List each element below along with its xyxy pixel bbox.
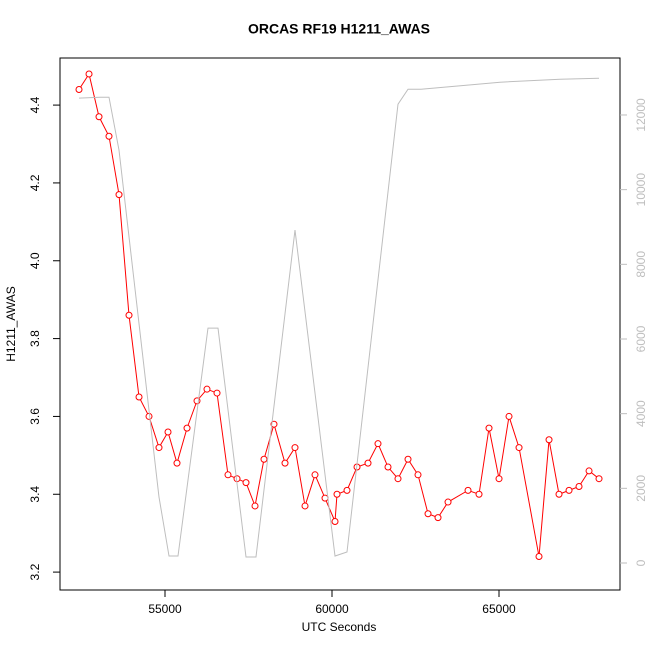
data-point <box>434 514 442 522</box>
data-point <box>535 553 543 561</box>
data-point <box>291 444 299 452</box>
data-point <box>75 86 83 94</box>
plot-frame <box>59 57 621 591</box>
data-point <box>424 510 432 518</box>
x-tick-label: 60000 <box>315 602 349 616</box>
data-point <box>515 444 523 452</box>
series-line <box>78 72 600 557</box>
data-point <box>444 498 452 506</box>
data-point <box>585 467 593 475</box>
y2-tick-label: 6000 <box>634 325 648 352</box>
x-tick-label: 55000 <box>148 602 182 616</box>
data-point <box>384 463 392 471</box>
data-point <box>575 482 583 490</box>
data-point <box>213 389 221 397</box>
data-point <box>95 113 103 121</box>
data-point <box>224 471 232 479</box>
data-point <box>321 494 329 502</box>
data-point <box>85 70 93 78</box>
series-line <box>78 77 600 558</box>
data-point <box>343 486 351 494</box>
data-point <box>555 490 563 498</box>
data-point <box>545 436 553 444</box>
data-point <box>281 459 289 467</box>
x-axis-label: UTC Seconds <box>302 620 377 634</box>
data-point <box>565 486 573 494</box>
data-point <box>164 428 172 436</box>
data-point <box>495 475 503 483</box>
data-point <box>394 475 402 483</box>
chart-title: ORCAS RF19 H1211_AWAS <box>248 21 430 37</box>
data-point <box>404 455 412 463</box>
y2-tick-label: 4000 <box>634 400 648 427</box>
y-tick-label: 3.8 <box>28 330 42 347</box>
data-point <box>505 412 513 420</box>
y2-tick-label: 10000 <box>634 173 648 207</box>
y-tick-label: 3.4 <box>28 486 42 503</box>
y2-tick-label: 8000 <box>634 251 648 278</box>
x-tick-label: 65000 <box>482 602 516 616</box>
y2-tick-label: 12000 <box>634 98 648 132</box>
data-point <box>485 424 493 432</box>
data-point <box>301 502 309 510</box>
data-point <box>242 479 250 487</box>
y-tick-label: 4.4 <box>28 96 42 113</box>
data-point <box>125 311 133 319</box>
data-point <box>311 471 319 479</box>
data-point <box>260 455 268 463</box>
data-point <box>475 490 483 498</box>
data-point <box>173 459 181 467</box>
data-point <box>414 471 422 479</box>
data-point <box>374 440 382 448</box>
data-point <box>464 486 472 494</box>
data-point <box>364 459 372 467</box>
data-point <box>135 393 143 401</box>
y2-tick-label: 0 <box>634 559 648 566</box>
data-point <box>595 475 603 483</box>
y-tick-label: 3.6 <box>28 408 42 425</box>
y2-tick-label: 2000 <box>634 475 648 502</box>
data-point <box>115 191 123 199</box>
y-axis-label: H1211_AWAS <box>4 286 18 362</box>
data-point <box>155 444 163 452</box>
data-point <box>333 490 341 498</box>
data-point <box>251 502 259 510</box>
y-tick-label: 4.2 <box>28 174 42 191</box>
y-tick-label: 4.0 <box>28 252 42 269</box>
data-point <box>183 424 191 432</box>
data-point <box>203 385 211 393</box>
data-point <box>105 132 113 140</box>
data-point <box>331 518 339 526</box>
y-tick-label: 3.2 <box>28 563 42 580</box>
